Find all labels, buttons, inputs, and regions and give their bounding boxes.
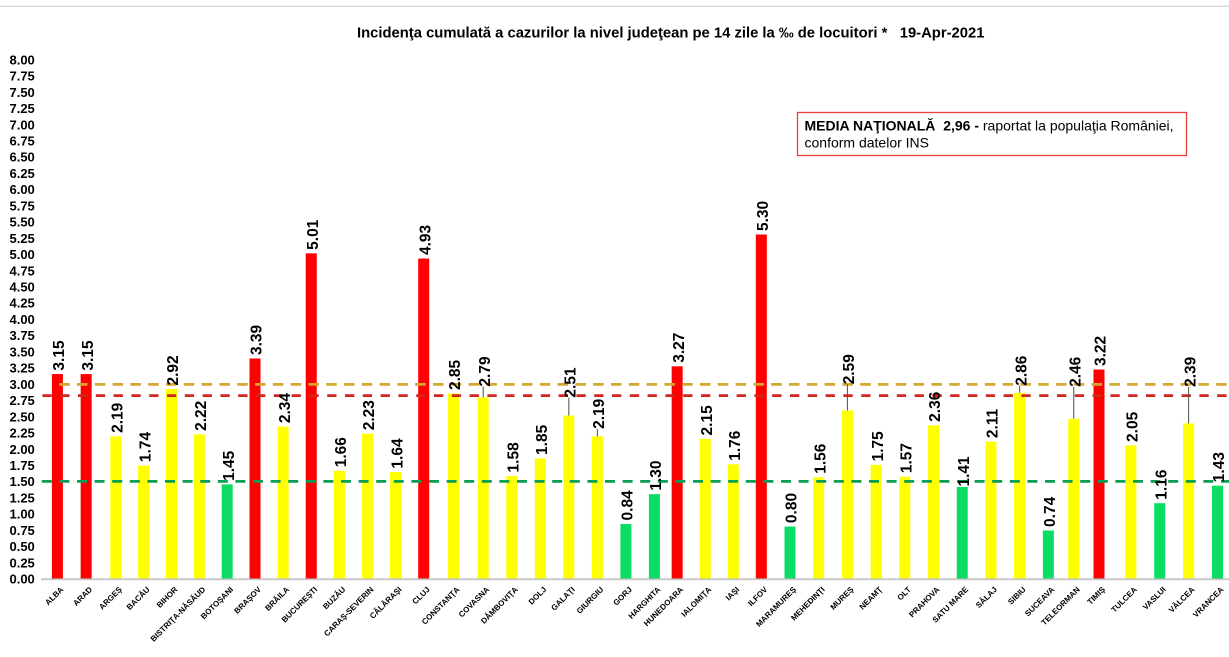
svg-text:0.50: 0.50 [9,539,34,554]
svg-text:1.43: 1.43 [1211,452,1228,483]
svg-text:1.50: 1.50 [9,474,34,489]
svg-text:2.79: 2.79 [477,356,494,387]
svg-text:4.75: 4.75 [9,263,34,278]
svg-text:2.34: 2.34 [277,393,294,424]
svg-text:1.75: 1.75 [9,458,34,473]
svg-text:2.23: 2.23 [361,400,378,431]
svg-text:2.19: 2.19 [110,402,127,433]
svg-text:2.36: 2.36 [927,391,944,422]
svg-text:5.50: 5.50 [9,215,34,230]
svg-text:2.00: 2.00 [9,442,34,457]
svg-text:0.25: 0.25 [9,555,34,570]
svg-text:1.64: 1.64 [389,438,406,469]
svg-text:3.22: 3.22 [1093,336,1110,366]
svg-text:0.80: 0.80 [784,493,801,523]
svg-text:2.05: 2.05 [1125,411,1142,442]
svg-text:2.92: 2.92 [165,355,182,385]
svg-text:6.25: 6.25 [9,166,34,181]
svg-text:1.66: 1.66 [333,437,350,468]
svg-text:1.30: 1.30 [648,460,665,490]
svg-text:1.56: 1.56 [812,443,829,474]
svg-text:5.75: 5.75 [9,198,34,213]
svg-text:0.84: 0.84 [620,490,637,521]
svg-text:Incidenţa cumulată a cazurilor: Incidenţa cumulată a cazurilor la nivel … [357,26,984,42]
svg-text:4.25: 4.25 [9,296,34,311]
svg-text:1.74: 1.74 [137,432,154,463]
svg-text:3.15: 3.15 [80,340,97,371]
svg-text:1.41: 1.41 [956,456,973,487]
svg-text:1.58: 1.58 [505,442,522,473]
svg-text:2.75: 2.75 [9,393,34,408]
svg-text:5.30: 5.30 [755,201,772,231]
svg-text:2.86: 2.86 [1013,355,1030,386]
svg-text:1.85: 1.85 [534,424,551,455]
svg-text:7.75: 7.75 [9,69,34,84]
svg-text:1.57: 1.57 [899,443,916,473]
svg-text:2.15: 2.15 [699,405,716,436]
svg-text:8.00: 8.00 [9,52,34,67]
svg-text:conform datelor INS: conform datelor INS [805,134,930,150]
svg-text:2.19: 2.19 [591,398,608,429]
svg-text:7.25: 7.25 [9,101,34,116]
svg-text:3.75: 3.75 [9,328,34,343]
svg-text:2.50: 2.50 [9,409,34,424]
svg-text:1.76: 1.76 [727,430,744,461]
svg-text:2.39: 2.39 [1182,356,1199,387]
svg-text:5.00: 5.00 [9,247,34,262]
svg-text:4.00: 4.00 [9,312,34,327]
svg-text:6.75: 6.75 [9,133,34,148]
svg-text:1.25: 1.25 [9,490,34,505]
svg-text:1.00: 1.00 [9,507,34,522]
svg-text:6.50: 6.50 [9,150,34,165]
svg-text:3.39: 3.39 [249,324,266,355]
svg-text:2.22: 2.22 [193,401,210,431]
svg-text:2.25: 2.25 [9,426,34,441]
svg-text:1.75: 1.75 [870,431,887,462]
svg-text:3.00: 3.00 [9,377,34,392]
svg-text:6.00: 6.00 [9,182,34,197]
svg-text:MEDIA NAŢIONALĂ 2,96 - raport: MEDIA NAŢIONALĂ 2,96 - raportat la popul… [805,118,1174,134]
svg-text:5.25: 5.25 [9,231,34,246]
svg-text:7.50: 7.50 [9,85,34,100]
svg-text:1.16: 1.16 [1153,469,1170,500]
svg-text:0.00: 0.00 [9,572,34,587]
svg-text:3.15: 3.15 [51,340,68,371]
svg-text:1.45: 1.45 [221,450,238,481]
svg-text:2.46: 2.46 [1067,356,1084,387]
svg-text:3.50: 3.50 [9,344,34,359]
svg-text:2.11: 2.11 [985,408,1002,438]
svg-text:2.59: 2.59 [841,354,858,385]
svg-text:4.93: 4.93 [417,224,434,255]
svg-text:5.01: 5.01 [305,219,322,250]
svg-text:0.74: 0.74 [1042,496,1059,527]
svg-text:7.00: 7.00 [9,117,34,132]
svg-text:3.27: 3.27 [671,333,688,363]
svg-text:2.85: 2.85 [447,359,464,390]
svg-text:2.51: 2.51 [563,367,580,398]
svg-text:4.50: 4.50 [9,280,34,295]
svg-text:3.25: 3.25 [9,361,34,376]
svg-text:0.75: 0.75 [9,523,34,538]
